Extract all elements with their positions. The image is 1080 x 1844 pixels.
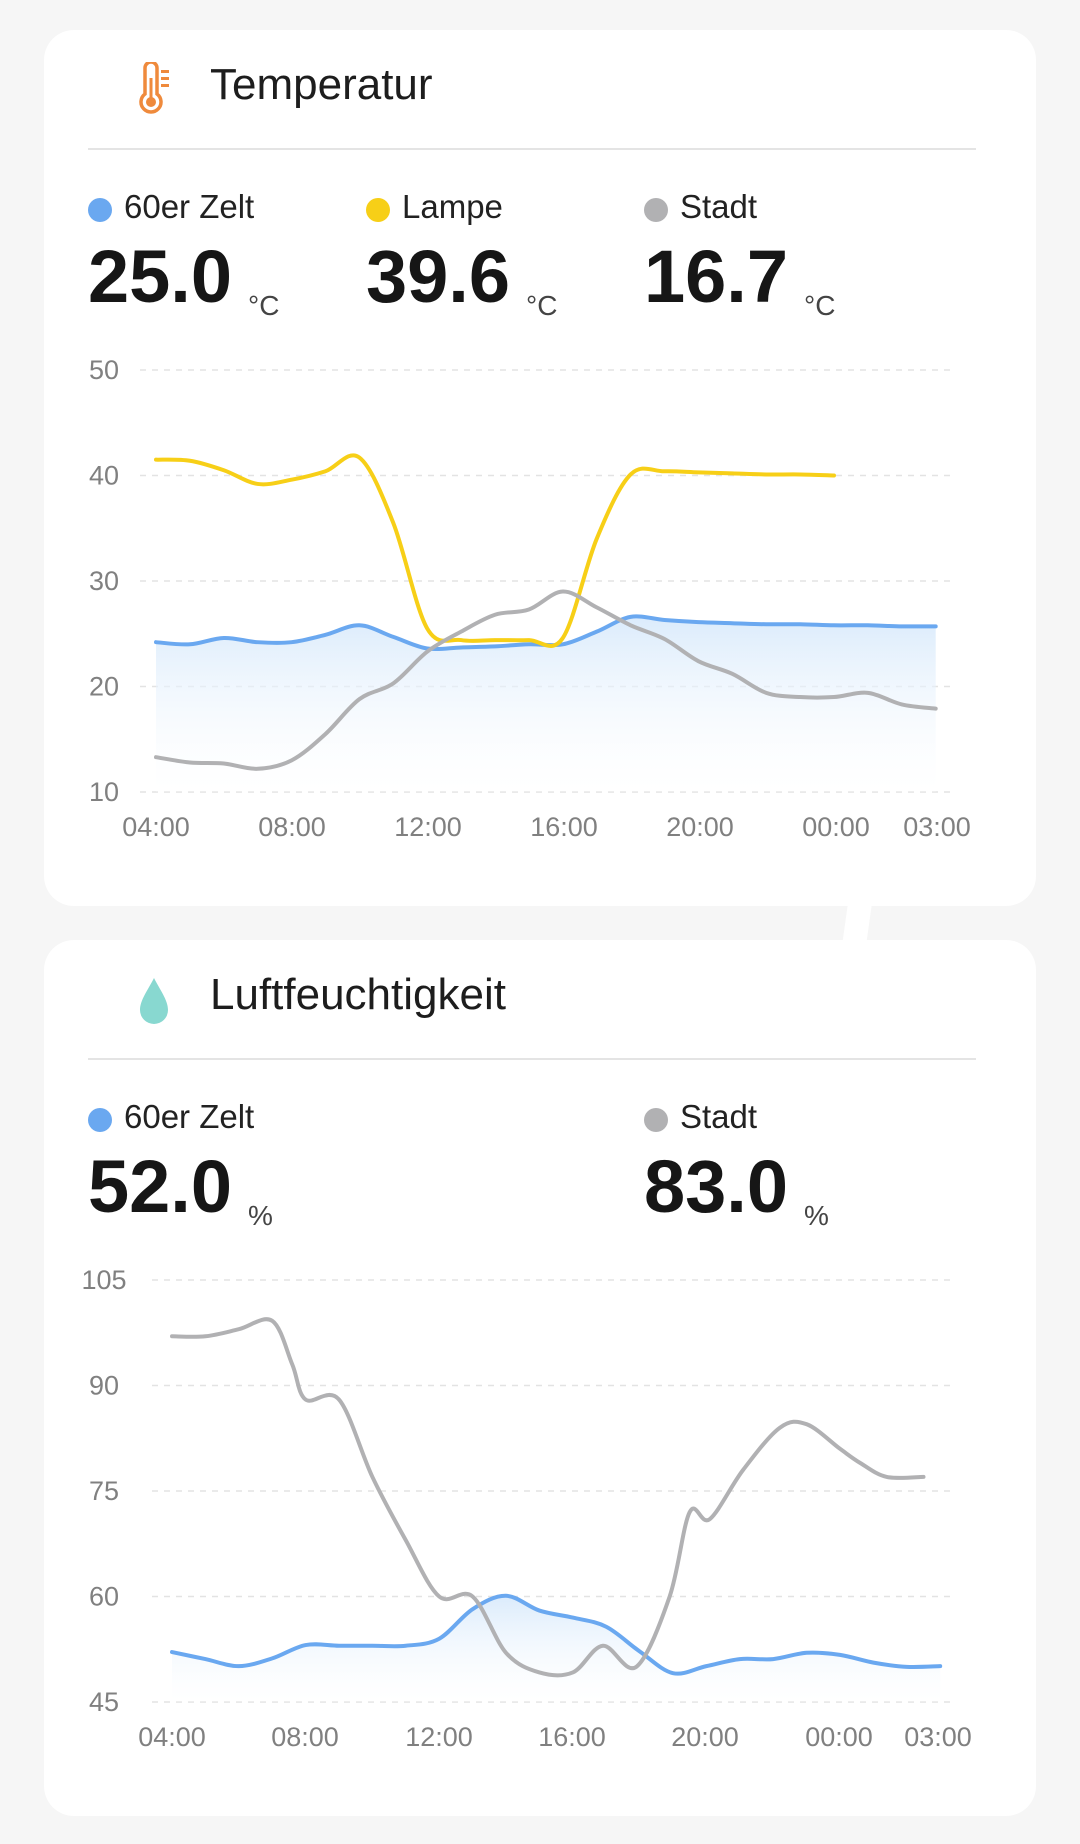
x-tick-label: 03:00 [903, 812, 971, 842]
humidity-card-header: Luftfeuchtigkeit [88, 940, 976, 1060]
thermometer-icon [139, 62, 169, 114]
x-tick-label: 20:00 [671, 1722, 739, 1752]
reading-label: Stadt [680, 1098, 758, 1135]
series-line-stadt [154, 589, 938, 771]
x-tick-label: 04:00 [122, 812, 190, 842]
temperature-card-header: Temperatur [88, 30, 976, 150]
reading-label: Stadt [680, 188, 758, 225]
y-tick-label: 50 [89, 355, 119, 385]
humidity-card[interactable]: Luftfeuchtigkeit 60er Zelt 52.0 % Stadt … [44, 940, 1036, 1816]
series-line-lampe [154, 453, 836, 648]
x-tick-label: 16:00 [530, 812, 598, 842]
card-title: Luftfeuchtigkeit [210, 970, 506, 1019]
x-tick-label: 08:00 [271, 1722, 339, 1752]
card-title: Temperatur [210, 60, 433, 109]
reading-value: 16.7 [644, 235, 789, 318]
reading-unit: % [248, 1200, 273, 1231]
legend-dot [644, 1108, 668, 1132]
legend-dot [88, 1108, 112, 1132]
reading-value: 25.0 [88, 235, 233, 318]
humidity-chart[interactable]: 105 90 75 60 45 04:00 08:00 12:00 16:00 20:00 00:0… [44, 940, 1036, 1816]
reading-unit: °C [804, 290, 836, 321]
y-tick-label: 45 [89, 1687, 119, 1717]
y-tick-label: 20 [89, 672, 119, 702]
x-tick-label: 20:00 [666, 812, 734, 842]
reading-unit: °C [248, 290, 280, 321]
x-tick-label: 12:00 [405, 1722, 473, 1752]
series-line-stadt [170, 1317, 926, 1678]
y-tick-label: 60 [89, 1582, 119, 1612]
legend-dot [88, 198, 112, 222]
reading-value: 83.0 [644, 1145, 789, 1228]
x-tick-label: 03:00 [904, 1722, 972, 1752]
x-tick-label: 16:00 [538, 1722, 606, 1752]
x-tick-label: 00:00 [805, 1722, 873, 1752]
legend-dot [644, 198, 668, 222]
x-tick-label: 12:00 [394, 812, 462, 842]
reading-label: 60er Zelt [124, 188, 255, 225]
reading-unit: °C [526, 290, 558, 321]
y-tick-label: 30 [89, 566, 119, 596]
x-tick-label: 04:00 [138, 1722, 206, 1752]
y-tick-label: 40 [89, 461, 119, 491]
y-tick-label: 10 [89, 777, 119, 807]
y-tick-label: 90 [89, 1371, 119, 1401]
temperature-card[interactable]: Temperatur 60er Zelt 25.0 °C Lampe 39.6 … [44, 30, 1036, 906]
reading-unit: % [804, 1200, 829, 1231]
legend-dot [366, 198, 390, 222]
water-drop-icon [140, 978, 168, 1024]
y-tick-label: 105 [81, 1265, 126, 1295]
reading-label: Lampe [402, 188, 503, 225]
reading-value: 52.0 [88, 1145, 233, 1228]
y-tick-label: 75 [89, 1476, 119, 1506]
series-area-60er-zelt [156, 616, 936, 792]
series-line-60er-zelt [170, 1593, 943, 1676]
x-tick-label: 08:00 [258, 812, 326, 842]
series-area-60er-zelt [172, 1595, 941, 1702]
x-tick-label: 00:00 [802, 812, 870, 842]
reading-label: 60er Zelt [124, 1098, 255, 1135]
reading-value: 39.6 [366, 235, 511, 318]
